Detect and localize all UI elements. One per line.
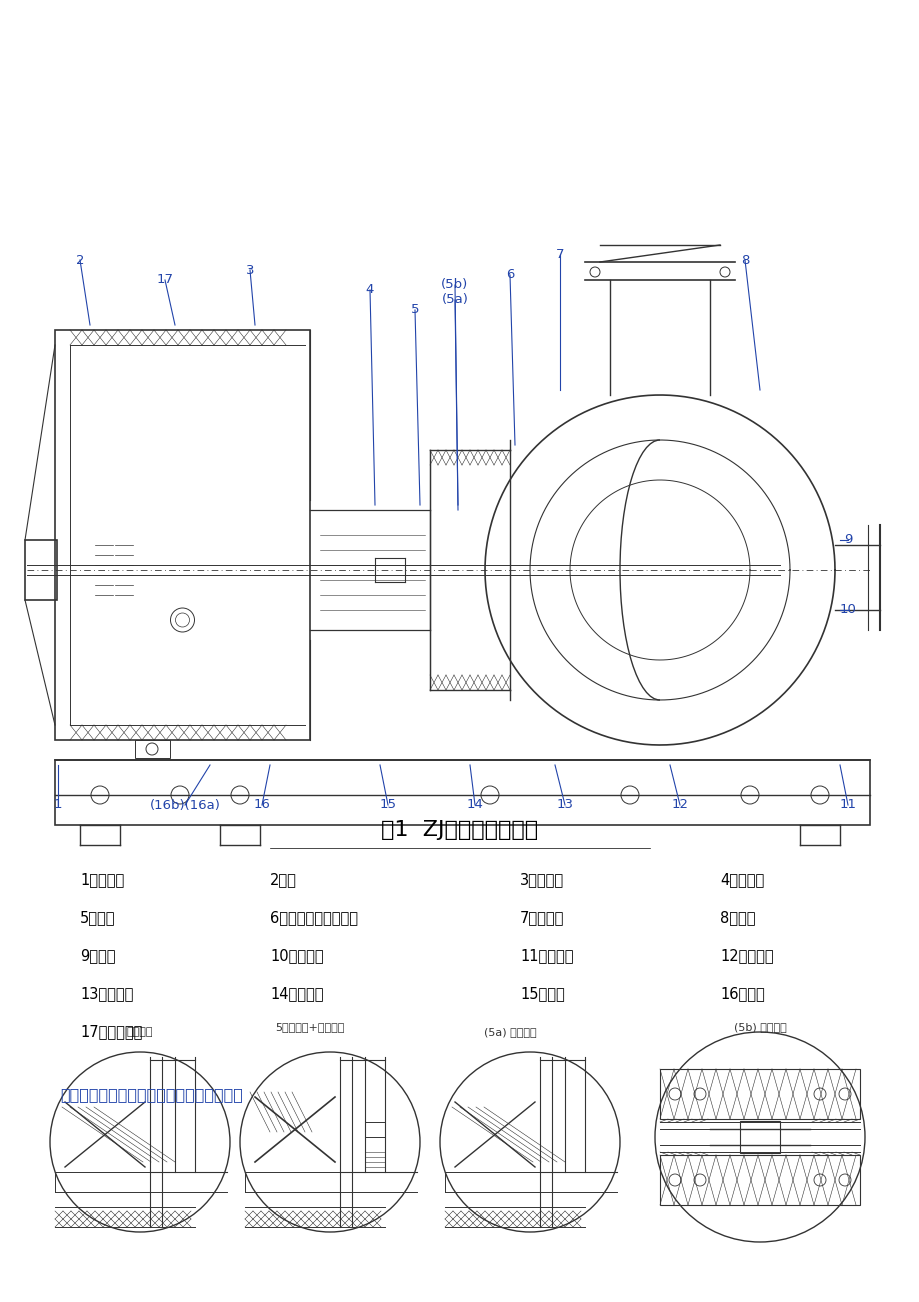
- Bar: [135, 740, 170, 758]
- Text: 9: 9: [843, 534, 851, 547]
- Text: 1: 1: [53, 798, 62, 811]
- Text: 3: 3: [245, 263, 254, 276]
- Text: 2．轴: 2．轴: [269, 872, 297, 888]
- Text: (5a) 填料密封: (5a) 填料密封: [483, 1027, 536, 1036]
- Text: (5a): (5a): [441, 293, 468, 306]
- Text: (5b) 机械密封: (5b) 机械密封: [732, 1022, 786, 1032]
- Text: (5b): (5b): [441, 279, 468, 292]
- Text: 16．托架: 16．托架: [720, 987, 764, 1001]
- Text: 7: 7: [555, 249, 563, 262]
- Text: 5: 5: [410, 303, 419, 316]
- Text: 12．后泵壳: 12．后泵壳: [720, 948, 773, 963]
- Text: 4: 4: [366, 284, 374, 297]
- Text: 5．轴封: 5．轴封: [80, 910, 116, 926]
- Text: 13: 13: [556, 798, 573, 811]
- Text: 16: 16: [254, 798, 270, 811]
- Text: 14．水封环: 14．水封环: [269, 987, 323, 1001]
- Text: 10: 10: [839, 604, 856, 617]
- Text: 6: 6: [505, 268, 514, 281]
- Text: 15: 15: [380, 798, 396, 811]
- Bar: [659, 1155, 859, 1204]
- Text: 5．副叶轮+填料密封: 5．副叶轮+填料密封: [275, 1022, 345, 1032]
- Text: 11: 11: [839, 798, 856, 811]
- Text: 17．调节螺钉: 17．调节螺钉: [80, 1025, 142, 1039]
- Text: 13．填料箱: 13．填料箱: [80, 987, 133, 1001]
- Text: 11．前泵壳: 11．前泵壳: [519, 948, 573, 963]
- Text: 12: 12: [671, 798, 687, 811]
- Text: 17: 17: [156, 273, 174, 286]
- Text: (16b)(16a): (16b)(16a): [150, 798, 221, 811]
- Text: 6．副叶轮（间隔套）: 6．副叶轮（间隔套）: [269, 910, 357, 926]
- Text: 9．叶轮: 9．叶轮: [80, 948, 116, 963]
- Text: 图1  ZJ型渣浆泵结构图: 图1 ZJ型渣浆泵结构图: [381, 820, 538, 840]
- Text: 1．联轴器: 1．联轴器: [80, 872, 124, 888]
- Text: 15．底座: 15．底座: [519, 987, 564, 1001]
- Bar: [55, 760, 869, 825]
- Text: 10．前护板: 10．前护板: [269, 948, 323, 963]
- Text: 4．拆卸环: 4．拆卸环: [720, 872, 764, 888]
- Text: 8．涡壳: 8．涡壳: [720, 910, 754, 926]
- Text: 14: 14: [466, 798, 482, 811]
- Text: 8: 8: [740, 254, 748, 267]
- Bar: [55, 329, 310, 740]
- Bar: [659, 1069, 859, 1118]
- Text: 3．轴承箱: 3．轴承箱: [519, 872, 563, 888]
- Text: 水封结构: 水封结构: [127, 1027, 153, 1036]
- Bar: [739, 1121, 779, 1154]
- Text: 2: 2: [75, 254, 85, 267]
- Bar: [25, 540, 57, 600]
- Text: 7．后护板: 7．后护板: [519, 910, 563, 926]
- Text: 注：带机械密封泵装间隔套、不装副叶轮。: 注：带机械密封泵装间隔套、不装副叶轮。: [60, 1087, 243, 1103]
